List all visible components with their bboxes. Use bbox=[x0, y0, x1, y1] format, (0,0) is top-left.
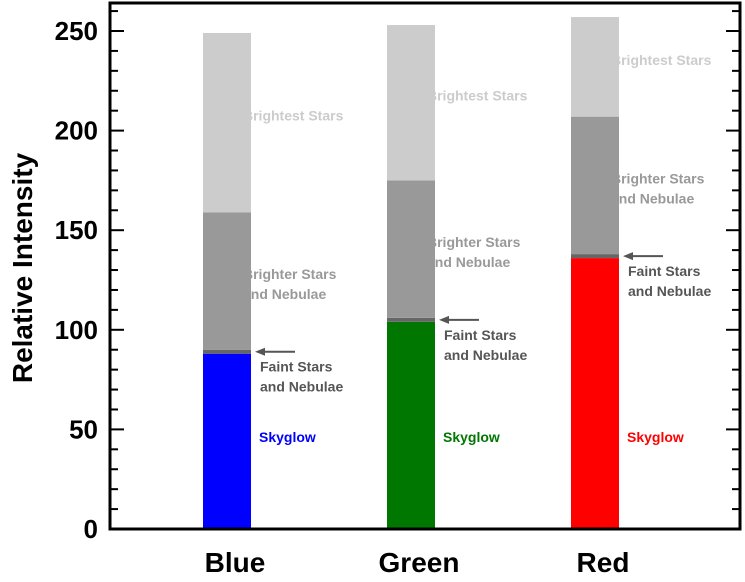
bar-green-brightest-stars bbox=[387, 25, 435, 181]
bar-blue-skyglow bbox=[203, 353, 251, 529]
bar-blue-brightest-stars bbox=[203, 32, 251, 213]
x-label-blue: Blue bbox=[205, 547, 266, 578]
x-label-green: Green bbox=[379, 547, 460, 578]
x-label-red: Red bbox=[577, 547, 630, 578]
faint-label-line1: Faint Stars bbox=[444, 327, 517, 343]
y-tick-label: 50 bbox=[69, 414, 98, 444]
y-tick-label: 250 bbox=[55, 16, 98, 46]
bar-green-faint-stars-and-nebulae bbox=[387, 317, 435, 322]
faint-arrow-head bbox=[623, 252, 633, 261]
y-axis-label: Relative Intensity bbox=[7, 152, 38, 383]
bars bbox=[203, 17, 619, 529]
brightest-label: Brightest Stars bbox=[611, 52, 712, 68]
faint-arrows bbox=[255, 252, 663, 356]
faint-label-line1: Faint Stars bbox=[260, 359, 333, 375]
bar-blue-faint-stars-and-nebulae bbox=[203, 349, 251, 354]
faint-label-line2: and Nebulae bbox=[260, 379, 343, 395]
faint-label-line1: Faint Stars bbox=[628, 263, 701, 279]
brightest-label: Brightest Stars bbox=[427, 88, 528, 104]
bar-green-brighter-stars-and-nebulae bbox=[387, 180, 435, 318]
y-tick-label: 150 bbox=[55, 215, 98, 245]
brighter-label-line1: Brighter Stars bbox=[611, 170, 705, 186]
brighter-label-line2: and Nebulae bbox=[243, 286, 326, 302]
bar-red-brighter-stars-and-nebulae bbox=[571, 116, 619, 255]
y-axis-ticks: 0 50 100 150 200 250 bbox=[55, 10, 740, 544]
plot-frame bbox=[108, 1, 742, 531]
skyglow-label: Skyglow bbox=[627, 429, 684, 445]
bar-green-skyglow bbox=[387, 321, 435, 529]
y-tick-label: 200 bbox=[55, 116, 98, 146]
bar-red-brightest-stars bbox=[571, 17, 619, 117]
brighter-label-line2: and Nebulae bbox=[427, 254, 510, 270]
bar-red-skyglow bbox=[571, 258, 619, 529]
brighter-label-line2: and Nebulae bbox=[611, 190, 694, 206]
segment-labels: Skyglow Faint Stars and Nebulae Brighter St… bbox=[243, 52, 712, 445]
bar-blue-brighter-stars-and-nebulae bbox=[203, 212, 251, 350]
y-tick-label: 100 bbox=[55, 315, 98, 345]
brightest-label: Brightest Stars bbox=[243, 108, 344, 124]
skyglow-label: Skyglow bbox=[443, 429, 500, 445]
faint-label-line2: and Nebulae bbox=[444, 347, 527, 363]
brighter-label-line1: Brighter Stars bbox=[427, 234, 521, 250]
faint-arrow-head bbox=[439, 315, 449, 324]
y-tick-label: 0 bbox=[84, 514, 98, 544]
faint-label-line2: and Nebulae bbox=[628, 283, 711, 299]
brighter-label-line1: Brighter Stars bbox=[243, 266, 337, 282]
skyglow-label: Skyglow bbox=[259, 429, 316, 445]
x-axis-labels: Blue Green Red bbox=[205, 547, 630, 578]
faint-arrow-head bbox=[255, 347, 265, 356]
bar-red-faint-stars-and-nebulae bbox=[571, 254, 619, 259]
